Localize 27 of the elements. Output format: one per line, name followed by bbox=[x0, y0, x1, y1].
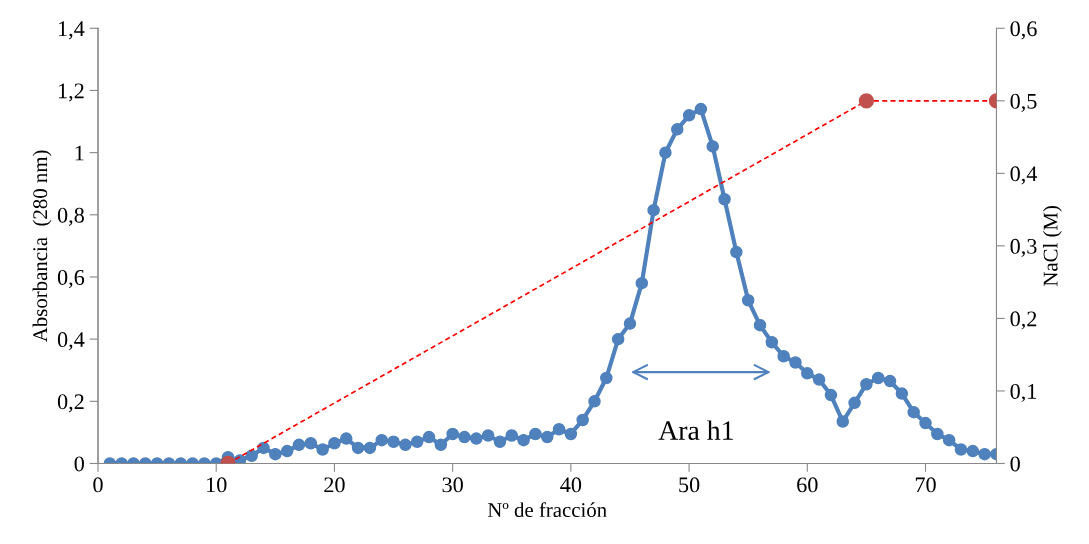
y-tick-label: 1 bbox=[75, 145, 84, 161]
y2-tick-label: 0 bbox=[1010, 456, 1020, 472]
x-tick-label: 60 bbox=[797, 477, 818, 493]
y-tick-label: 0,4 bbox=[57, 332, 85, 351]
x-tick-label: 20 bbox=[324, 477, 345, 493]
y-axis-title: Absorbancia (280 nm) bbox=[32, 150, 52, 343]
y-tick-label: 0 bbox=[74, 456, 84, 472]
y2-tick-label: 0,1 bbox=[1010, 383, 1037, 403]
y2-tick-label: 0,2 bbox=[1010, 311, 1037, 330]
y-tick-label: 0,2 bbox=[57, 394, 84, 413]
x-tick-label: 0 bbox=[93, 477, 103, 493]
y2-tick-label: 0,5 bbox=[1010, 93, 1037, 112]
annotation: Ara h1 bbox=[658, 420, 733, 440]
y2-tick-label: 0,4 bbox=[1010, 166, 1038, 185]
y-tick-label: 1,4 bbox=[58, 21, 85, 40]
y2-tick-label: 0,6 bbox=[1010, 21, 1037, 40]
x-tick-label: 10 bbox=[207, 477, 227, 493]
y2-axis-title: NaCl (M) bbox=[1042, 206, 1062, 287]
y-tick-label: 1,2 bbox=[58, 83, 84, 102]
x-tick-label: 40 bbox=[560, 477, 582, 493]
y2-tick-label: 0,3 bbox=[1010, 238, 1037, 258]
y-tick-label: 0,8 bbox=[57, 207, 84, 226]
y-tick-label: 0,6 bbox=[57, 269, 85, 289]
x-tick-label: 50 bbox=[679, 477, 700, 493]
x-tick-label: 70 bbox=[915, 477, 936, 493]
x-tick-label: 30 bbox=[442, 477, 463, 493]
x-axis-title: Nº de fracción bbox=[487, 502, 607, 518]
